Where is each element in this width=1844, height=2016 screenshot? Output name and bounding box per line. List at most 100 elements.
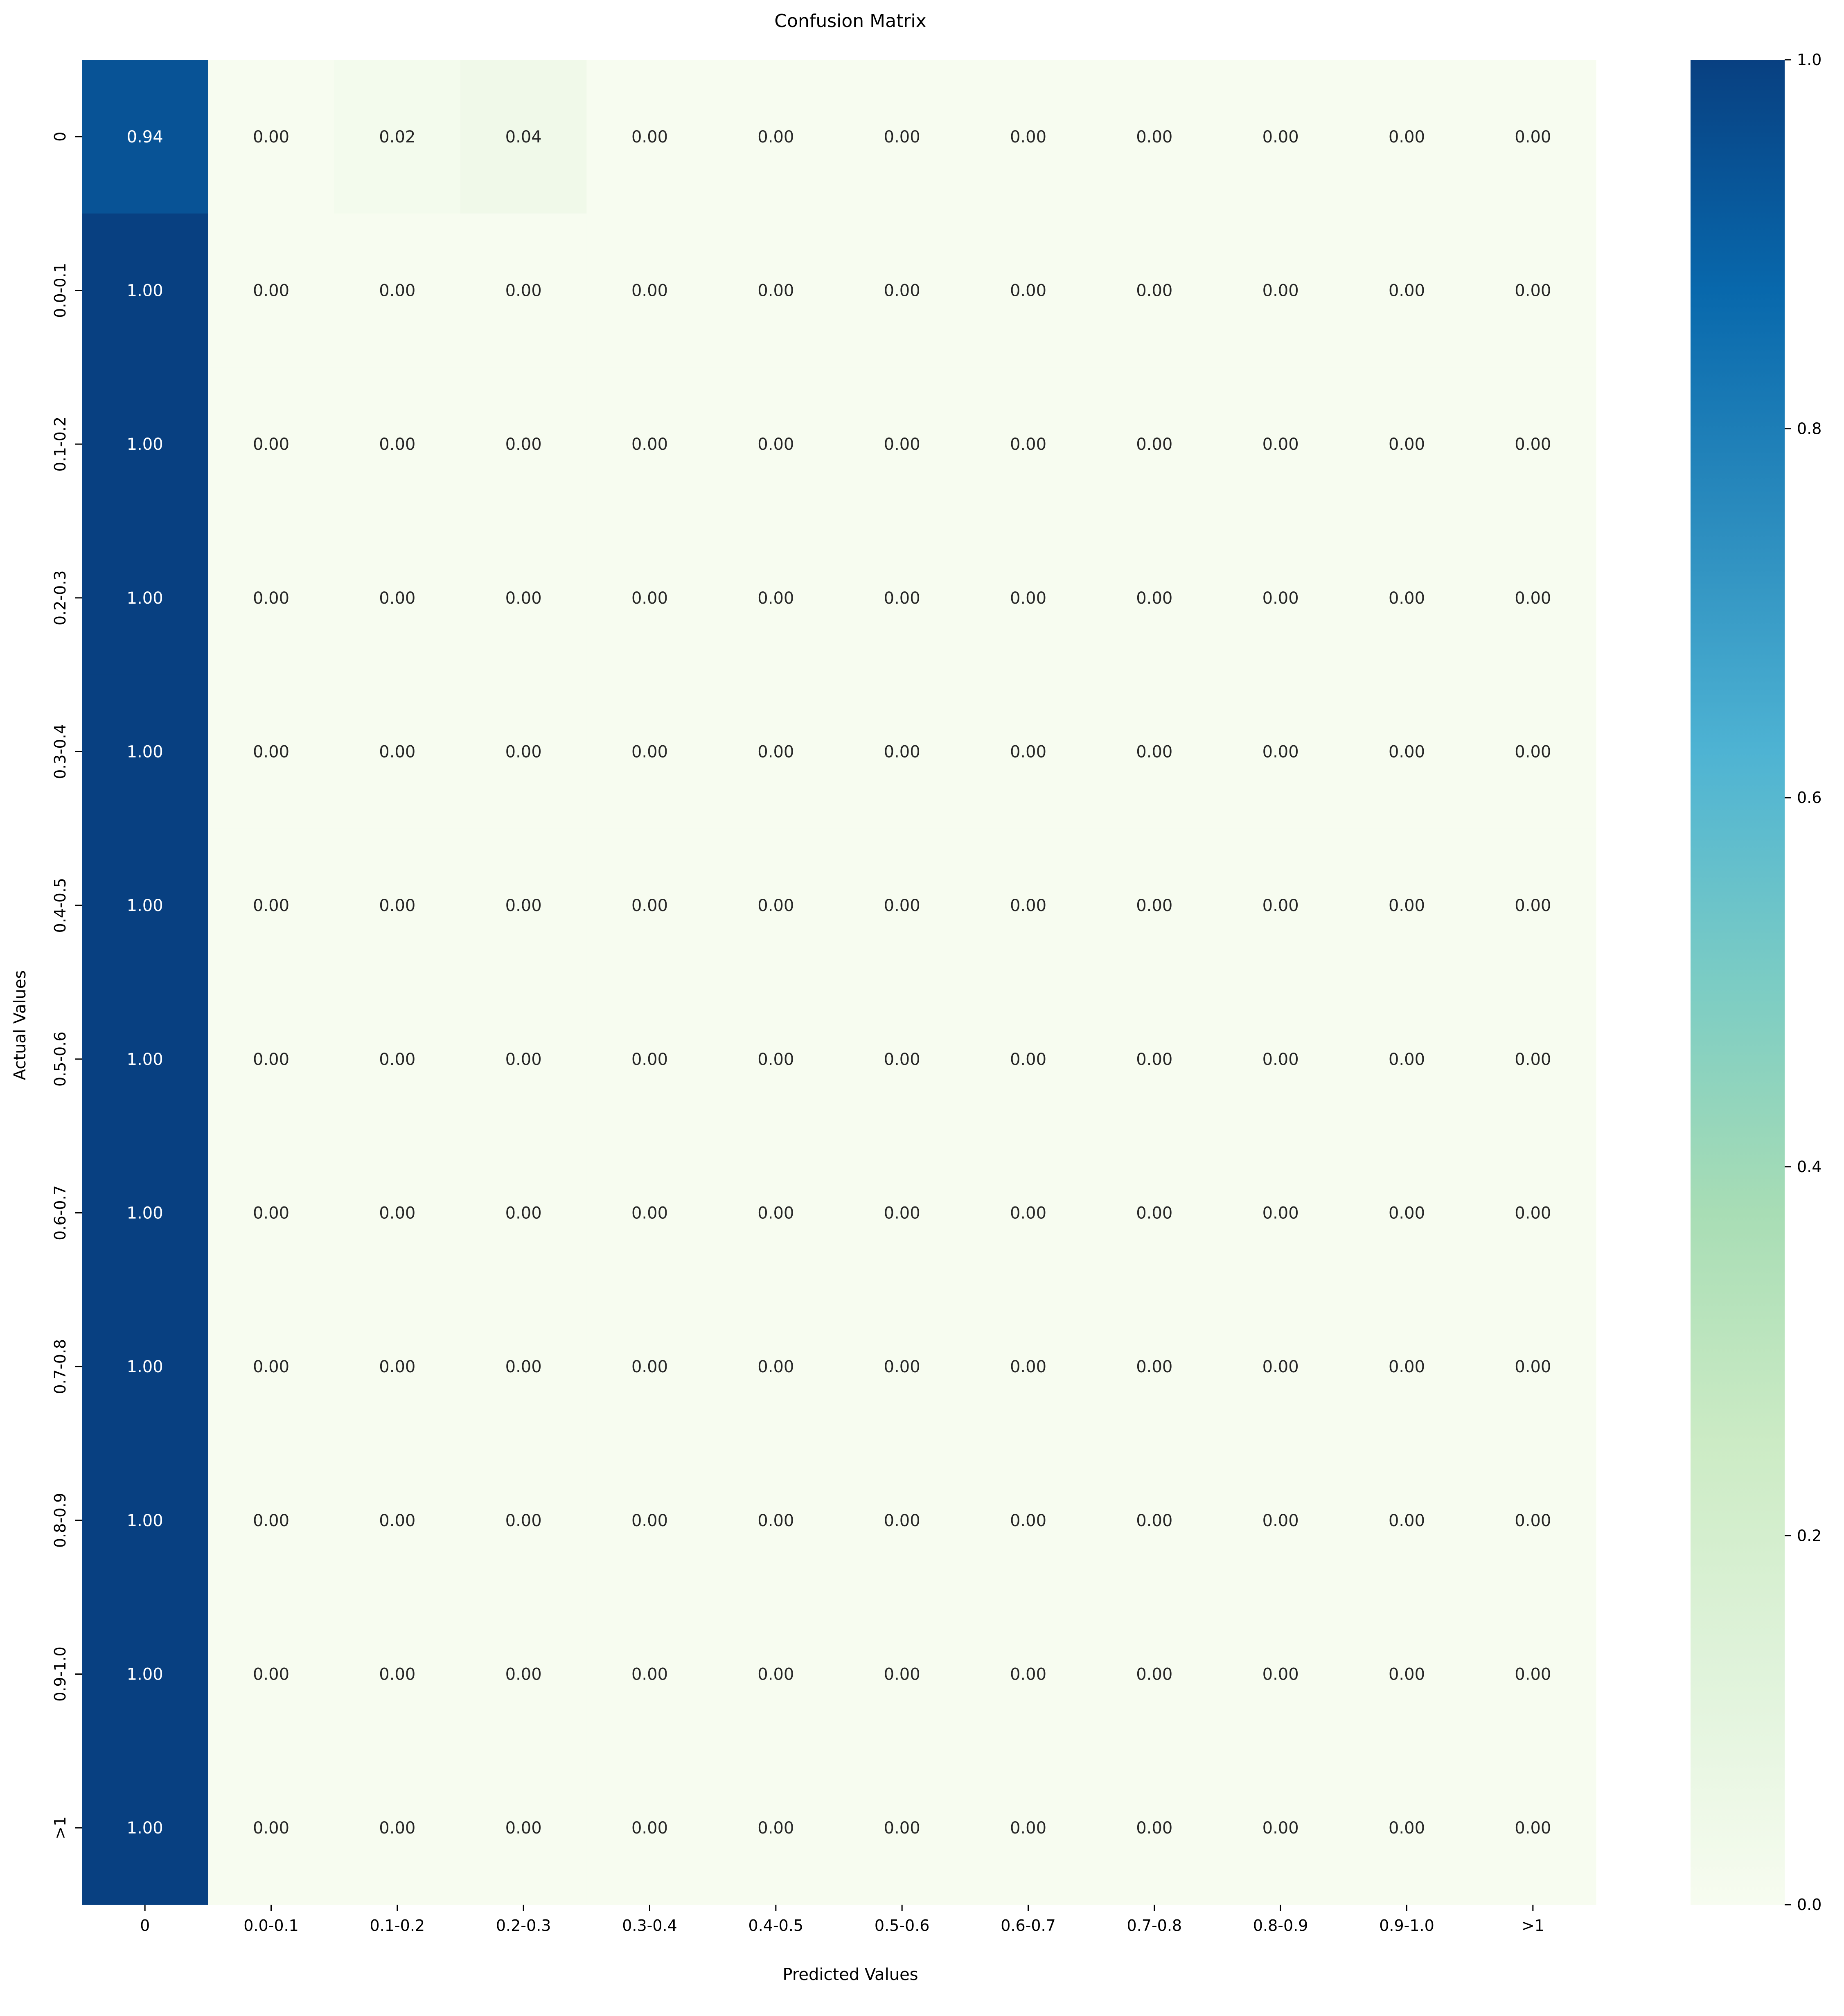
cell-value-label: 1.00 [127, 1358, 163, 1376]
y-axis-label: Actual Values [11, 970, 29, 1080]
heatmap-cell [712, 521, 839, 675]
heatmap-cell [839, 60, 965, 214]
cell-value-label: 0.00 [631, 1819, 668, 1838]
cell-value-label: 0.00 [1262, 1204, 1299, 1223]
cell-value-label: 0.00 [631, 743, 668, 762]
x-tick-label: 0.5-0.6 [875, 1917, 930, 1935]
heatmap-cell [839, 1751, 965, 1905]
cell-value-label: 0.00 [1389, 1819, 1425, 1838]
chart-title: Confusion Matrix [774, 11, 926, 32]
heatmap-cell [460, 828, 587, 983]
cell-value-label: 0.00 [1262, 1665, 1299, 1684]
colorbar-tick-label: 0.0 [1797, 1896, 1821, 1914]
cell-value-label: 0.00 [1262, 1358, 1299, 1376]
cell-value-label: 0.00 [253, 128, 289, 147]
cell-value-label: 0.02 [379, 128, 415, 147]
cell-value-label: 0.00 [1262, 1819, 1299, 1838]
heatmap-cell [586, 828, 713, 983]
cell-value-label: 0.00 [1136, 1511, 1172, 1530]
heatmap-cell [1470, 521, 1596, 675]
cell-value-label: 0.00 [1515, 1511, 1551, 1530]
cell-value-label: 0.00 [505, 1358, 542, 1376]
cell-value-label: 0.00 [1389, 743, 1425, 762]
cell-value-label: 0.00 [379, 1204, 415, 1223]
cell-value-label: 1.00 [127, 743, 163, 762]
heatmap-cell [1091, 60, 1218, 214]
cell-value-label: 0.00 [884, 1204, 920, 1223]
heatmap-cell [712, 828, 839, 983]
y-tick-label: 0.0-0.1 [51, 263, 69, 318]
cell-value-label: 1.00 [127, 1819, 163, 1838]
cell-value-label: 0.00 [1136, 1204, 1172, 1223]
heatmap-cell [1344, 1290, 1470, 1444]
cell-value-label: 0.00 [1010, 1204, 1046, 1223]
colorbar-tick-label: 0.4 [1797, 1158, 1821, 1176]
cell-value-label: 0.00 [253, 1819, 289, 1838]
cell-value-label: 0.00 [379, 1665, 415, 1684]
heatmap-cell [1091, 521, 1218, 675]
x-tick-label: 0.6-0.7 [1001, 1917, 1056, 1935]
heatmap-cell [586, 1597, 713, 1751]
cell-value-label: 0.00 [1136, 128, 1172, 147]
heatmap-cell [839, 1597, 965, 1751]
heatmap-cell [208, 60, 335, 214]
heatmap-cell [208, 674, 335, 829]
heatmap-cell [460, 213, 587, 368]
heatmap-cell [334, 367, 461, 521]
cell-value-label: 0.00 [253, 1665, 289, 1684]
heatmap-cell [460, 1136, 587, 1290]
heatmap-cell [712, 1597, 839, 1751]
heatmap-cell [1470, 213, 1596, 368]
heatmap-cell [460, 1751, 587, 1905]
cell-value-label: 0.00 [505, 1050, 542, 1069]
cell-value-label: 0.04 [505, 128, 542, 147]
cell-value-label: 0.00 [631, 1511, 668, 1530]
heatmap-cell [586, 1290, 713, 1444]
heatmap-cell [1344, 982, 1470, 1137]
cell-value-label: 0.00 [1262, 1050, 1299, 1069]
cell-value-label: 0.00 [757, 1204, 794, 1223]
cell-value-label: 0.00 [884, 1665, 920, 1684]
cell-value-label: 1.00 [127, 589, 163, 608]
y-tick-label: 0.2-0.3 [51, 571, 69, 626]
cell-value-label: 0.00 [1010, 1511, 1046, 1530]
heatmap-cell [460, 1290, 587, 1444]
heatmap-cell [208, 1751, 335, 1905]
cell-value-label: 0.00 [379, 743, 415, 762]
cell-value-label: 0.00 [884, 1358, 920, 1376]
heatmap-cell [1344, 1443, 1470, 1598]
heatmap-cell [586, 367, 713, 521]
cell-value-label: 0.00 [1136, 589, 1172, 608]
cell-value-label: 0.00 [1262, 743, 1299, 762]
y-tick-label: 0.5-0.6 [51, 1032, 69, 1087]
cell-value-label: 0.00 [1389, 282, 1425, 300]
heatmap-cell [334, 1136, 461, 1290]
heatmap-cell-labels: 0.94 0.00 0.02 0.04 0.00 0.00 0.00 0.00 0.00 0.00… [127, 128, 1551, 1838]
heatmap-cell [1217, 367, 1344, 521]
heatmap-cell [334, 982, 461, 1137]
cell-value-label: 0.00 [1136, 1819, 1172, 1838]
heatmap-cell [208, 1597, 335, 1751]
cell-value-label: 0.00 [1010, 743, 1046, 762]
cell-value-label: 0.00 [1515, 1204, 1551, 1223]
heatmap-cell [1217, 1751, 1344, 1905]
heatmap-cell [334, 213, 461, 368]
heatmap-cell [82, 521, 208, 675]
cell-value-label: 0.00 [631, 1358, 668, 1376]
cell-value-label: 0.00 [757, 435, 794, 454]
heatmap-cell [965, 521, 1092, 675]
cell-value-label: 0.00 [379, 896, 415, 915]
cell-value-label: 0.00 [631, 435, 668, 454]
cell-value-label: 0.00 [253, 1358, 289, 1376]
cell-value-label: 0.00 [253, 1204, 289, 1223]
heatmap-cell [965, 1597, 1092, 1751]
y-tick-label: 0.1-0.2 [51, 417, 69, 472]
heatmap-cell [1344, 521, 1470, 675]
cell-value-label: 1.00 [127, 1511, 163, 1530]
heatmap-cell [839, 1443, 965, 1598]
cell-value-label: 0.00 [379, 435, 415, 454]
cell-value-label: 0.00 [757, 743, 794, 762]
heatmap-cell [208, 982, 335, 1137]
heatmap-cell [712, 1136, 839, 1290]
heatmap-cell [82, 1751, 208, 1905]
